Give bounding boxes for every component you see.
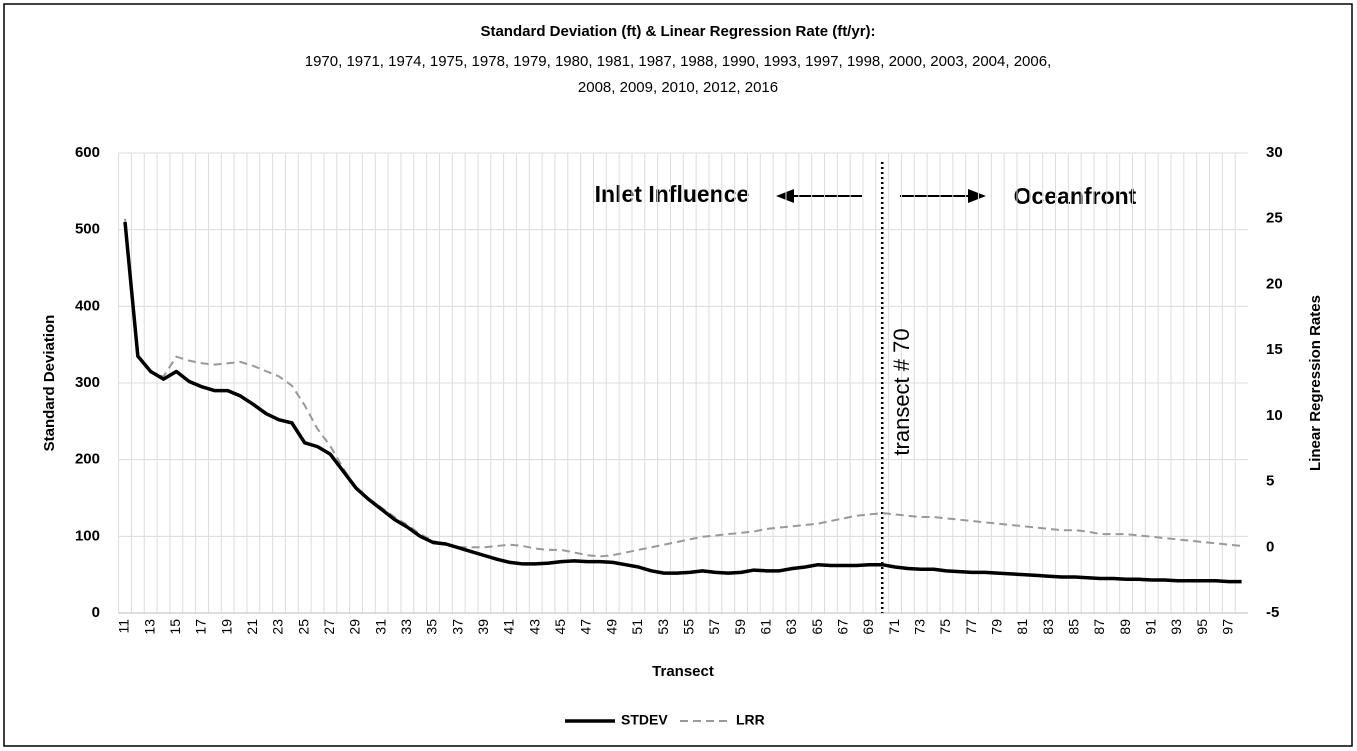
x-tick-label: 69 (860, 619, 876, 635)
x-tick-label: 81 (1014, 619, 1030, 635)
annotation: Inlet Influence (595, 181, 750, 207)
y2-tick-label: -5 (1266, 604, 1279, 621)
x-tick-label: 83 (1040, 619, 1056, 635)
x-tick-label: 87 (1091, 619, 1107, 635)
x-tick-label: 39 (475, 619, 491, 635)
x-tick-label: 41 (501, 619, 517, 635)
x-tick-label: 21 (244, 619, 260, 635)
x-tick-label: 77 (963, 619, 979, 635)
x-tick-label: 51 (629, 619, 645, 635)
y-tick-label: 200 (75, 451, 100, 468)
x-tick-label: 95 (1194, 619, 1210, 635)
x-tick-label: 75 (937, 619, 953, 635)
x-tick-label: 85 (1065, 619, 1081, 635)
legend-label: LRR (736, 712, 765, 728)
x-tick-label: 37 (449, 619, 465, 635)
x-tick-label: 57 (706, 619, 722, 635)
x-tick-label: 71 (886, 619, 902, 635)
y-tick-label: 400 (75, 297, 100, 314)
x-tick-label: 59 (732, 619, 748, 635)
x-tick-label: 91 (1142, 619, 1158, 635)
chart-title: Standard Deviation (ft) & Linear Regress… (480, 23, 875, 40)
y-tick-label: 300 (75, 374, 100, 391)
y2-tick-label: 25 (1266, 210, 1283, 227)
y2-tick-label: 10 (1266, 407, 1283, 424)
x-tick-label: 47 (578, 619, 594, 635)
x-tick-label: 49 (603, 619, 619, 635)
reference-label: transect # 70 (889, 328, 914, 455)
x-tick-label: 63 (783, 619, 799, 635)
y-tick-label: 600 (75, 144, 100, 161)
x-tick-label: 33 (398, 619, 414, 635)
y-tick-label: 500 (75, 221, 100, 238)
x-tick-label: 43 (526, 619, 542, 635)
x-tick-label: 55 (680, 619, 696, 635)
x-tick-label: 97 (1219, 619, 1235, 635)
x-tick-label: 35 (424, 619, 440, 635)
x-tick-label: 45 (552, 619, 568, 635)
y-tick-label: 0 (92, 604, 100, 621)
y2-tick-label: 15 (1266, 341, 1283, 358)
x-tick-label: 15 (167, 619, 183, 635)
x-tick-label: 67 (834, 619, 850, 635)
x-tick-label: 19 (218, 619, 234, 635)
x-tick-label: 13 (141, 619, 157, 635)
chart-subtitle: 2008, 2009, 2010, 2012, 2016 (578, 79, 778, 96)
series-line (124, 218, 1242, 558)
x-tick-label: 61 (757, 619, 773, 635)
x-tick-label: 93 (1168, 619, 1184, 635)
x-tick-label: 23 (270, 619, 286, 635)
frame (3, 3, 1353, 747)
chart-subtitle: 1970, 1971, 1974, 1975, 1978, 1979, 1980… (305, 53, 1052, 70)
y-tick-label: 100 (75, 527, 100, 544)
series-line (123, 221, 1242, 584)
arrow (900, 189, 986, 203)
x-tick-label: 17 (193, 619, 209, 635)
x-tick-label: 27 (321, 619, 337, 635)
x-tick-label: 79 (988, 619, 1004, 635)
x-tick-label: 89 (1117, 619, 1133, 635)
x-tick-label: 65 (809, 619, 825, 635)
y-axis-title: Standard Deviation (41, 315, 58, 452)
x-tick-label: 29 (347, 619, 363, 635)
x-tick-label: 73 (911, 619, 927, 635)
y2-tick-label: 5 (1266, 473, 1274, 490)
x-tick-label: 11 (116, 619, 132, 634)
x-tick-label: 31 (372, 619, 388, 635)
x-axis-title: Transect (652, 663, 714, 680)
y2-axis-title: Linear Regression Rates (1307, 295, 1324, 471)
y2-tick-label: 0 (1266, 538, 1274, 555)
annotation: Oceanfront (1014, 183, 1137, 209)
legend-label: STDEV (621, 712, 668, 728)
x-tick-label: 25 (295, 619, 311, 635)
y2-tick-label: 30 (1266, 144, 1283, 161)
y2-tick-label: 20 (1266, 275, 1283, 292)
x-tick-label: 53 (655, 619, 671, 635)
